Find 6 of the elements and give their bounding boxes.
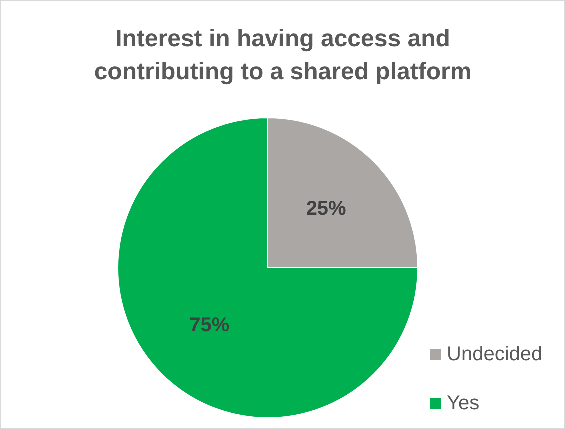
legend-label: Undecided bbox=[447, 343, 543, 366]
legend-label: Yes bbox=[447, 392, 480, 414]
data-label: 25% bbox=[306, 198, 347, 220]
pie-slice bbox=[118, 118, 418, 418]
data-label: 75% bbox=[190, 314, 230, 337]
chart-title: Interest in having access and contributing to a shared platform bbox=[94, 25, 472, 86]
